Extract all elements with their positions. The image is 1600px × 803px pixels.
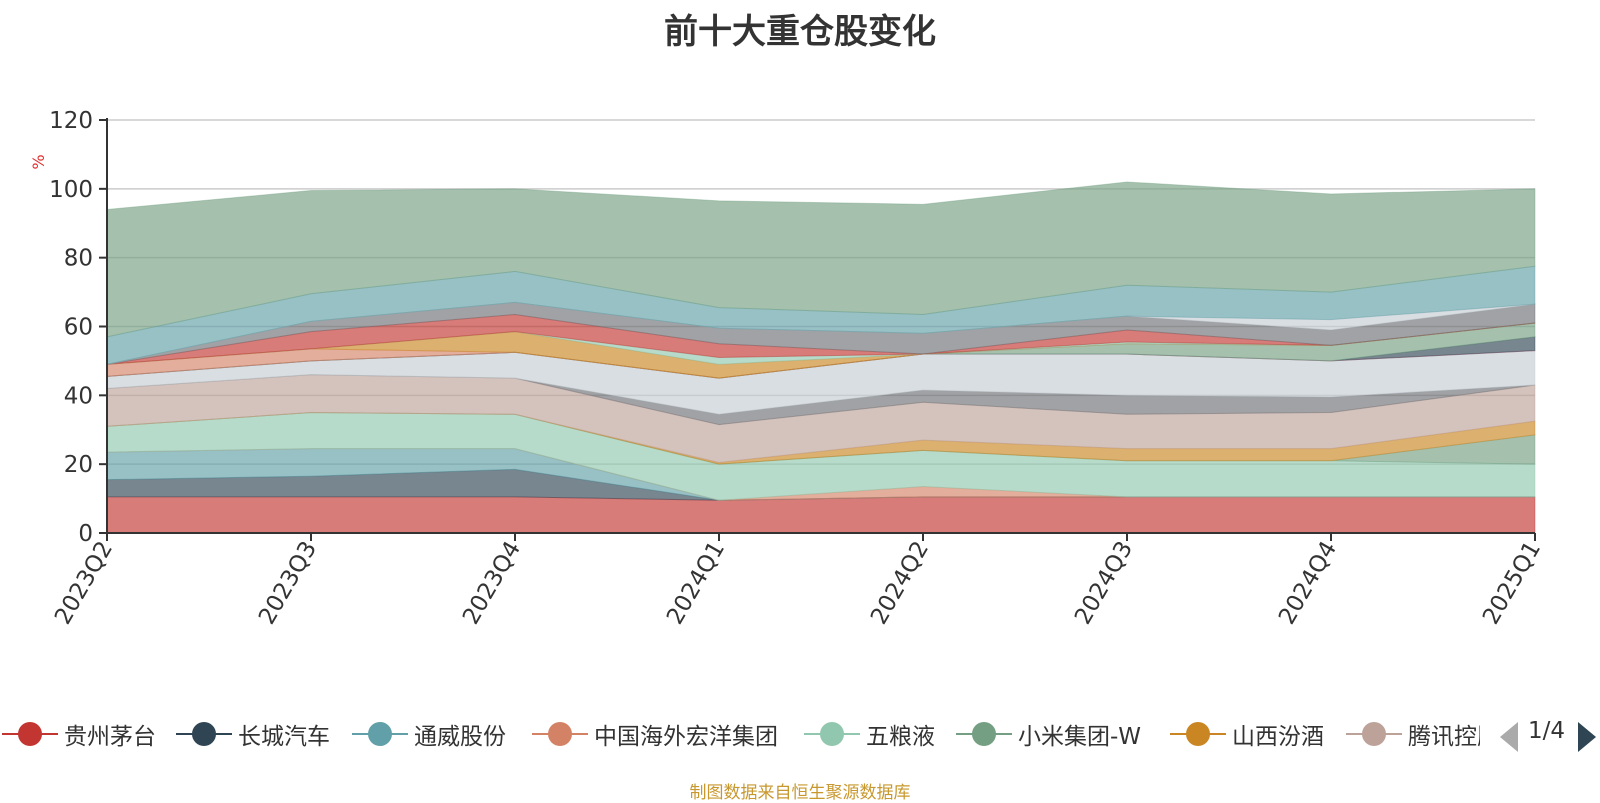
- legend-label: 中国海外宏洋集团: [594, 724, 778, 750]
- legend-marker-icon: [352, 721, 408, 747]
- area-series-11[interactable]: [106, 336, 1536, 379]
- x-tick-label: 2024Q3: [1070, 537, 1138, 629]
- area-series-20[interactable]: [106, 181, 1536, 338]
- chart-title: 前十大重仓股变化: [664, 12, 936, 52]
- legend-item[interactable]: 长城汽车: [176, 714, 330, 754]
- legend-page-indicator: 1/4: [1528, 718, 1566, 744]
- legend-marker-icon: [2, 721, 58, 747]
- chart-area: 0 20 40 60 80 100 120% 2023Q2 2023Q3 2023Q4 2024Q1…: [29, 108, 1546, 629]
- y-axis-label: %: [29, 154, 48, 169]
- legend-item[interactable]: 山西汾酒: [1170, 714, 1324, 754]
- area-series-10[interactable]: [106, 350, 1536, 379]
- legend-item[interactable]: 通威股份: [352, 714, 506, 754]
- y-tick-label: 20: [64, 452, 93, 478]
- legend-label: 长城汽车: [238, 724, 330, 750]
- legend-item[interactable]: 中国海外宏洋集团: [532, 714, 778, 754]
- area-series-5[interactable]: [106, 412, 1536, 465]
- legend-marker-icon: [176, 721, 232, 747]
- legend-label: 小米集团-W: [1018, 724, 1142, 750]
- legend-prev-page-button[interactable]: [1500, 722, 1518, 752]
- legend-label: 贵州茅台: [64, 724, 156, 750]
- y-tick-label: 60: [64, 315, 93, 341]
- area-series-0[interactable]: [106, 496, 1536, 534]
- x-tick-label: 2024Q1: [662, 537, 730, 629]
- x-tick-label: 2023Q3: [254, 537, 322, 629]
- legend-label: 腾讯控股: [1408, 724, 1480, 750]
- legend: 贵州茅台 长城汽车 通威股份 中国海外宏洋集团 五粮液 小米集团-W 山西汾酒 腾讯控股 1/…: [0, 714, 1600, 754]
- legend-item[interactable]: 腾讯控股: [1346, 714, 1480, 754]
- y-tick-label: 40: [64, 383, 93, 409]
- legend-item[interactable]: 五粮液: [804, 714, 935, 754]
- legend-marker-icon: [956, 721, 1012, 747]
- legend-marker-icon: [532, 721, 588, 747]
- legend-marker-icon: [804, 721, 860, 747]
- x-tick-label: 2024Q2: [866, 537, 934, 629]
- y-tick-label: 100: [49, 177, 93, 203]
- y-tick-label: 80: [64, 246, 93, 272]
- legend-marker-icon: [1170, 721, 1226, 747]
- area-series-6[interactable]: [106, 412, 1536, 465]
- legend-item[interactable]: 小米集团-W: [956, 714, 1141, 754]
- legend-next-page-button[interactable]: [1578, 722, 1596, 752]
- legend-label: 通威股份: [414, 724, 506, 750]
- legend-label: 山西汾酒: [1232, 724, 1324, 750]
- y-tick-label: 0: [78, 521, 93, 547]
- area-series-4[interactable]: [106, 412, 1536, 501]
- y-tick-label: 120: [49, 108, 93, 134]
- area-series-12[interactable]: [106, 322, 1536, 379]
- stacked-areas: [106, 181, 1536, 534]
- area-series-9[interactable]: [106, 350, 1536, 415]
- legend-items: 贵州茅台 长城汽车 通威股份 中国海外宏洋集团 五粮液 小米集团-W 山西汾酒 腾讯控股: [0, 714, 1480, 754]
- x-tick-label: 2024Q4: [1274, 537, 1342, 629]
- legend-item[interactable]: 贵州茅台: [2, 714, 156, 754]
- x-tick-label: 2025Q1: [1478, 537, 1546, 629]
- legend-marker-icon: [1346, 721, 1402, 747]
- legend-label: 五粮液: [866, 724, 935, 750]
- x-tick-label: 2023Q2: [50, 537, 118, 629]
- x-tick-label: 2023Q4: [458, 537, 526, 629]
- data-source-note: 制图数据来自恒生聚源数据库: [689, 783, 911, 803]
